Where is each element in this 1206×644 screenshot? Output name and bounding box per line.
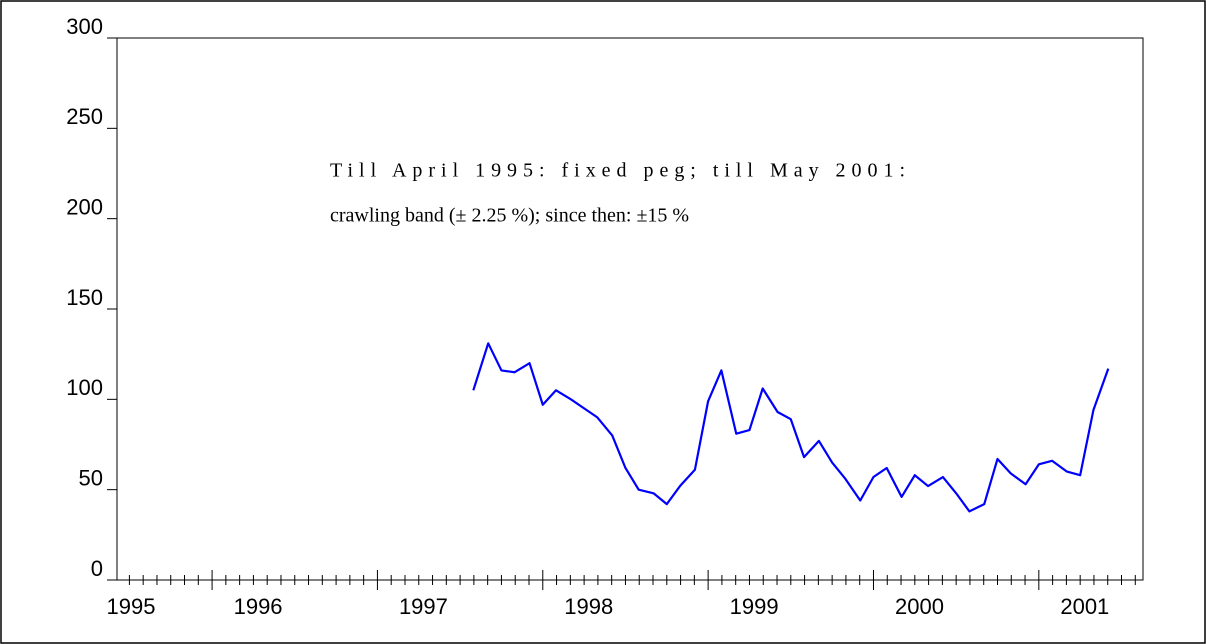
x-tick-label: 2000 <box>895 594 944 619</box>
y-tick-label: 200 <box>66 194 103 219</box>
annotation: Till April 1995: fixed peg; till May 200… <box>330 160 905 182</box>
y-tick-label: 150 <box>66 285 103 310</box>
x-tick-label: 1999 <box>730 594 779 619</box>
y-tick-label: 300 <box>66 14 103 39</box>
x-tick-label: 2001 <box>1060 594 1109 619</box>
y-tick-label: 50 <box>79 465 103 490</box>
y-tick-label: 0 <box>91 556 103 581</box>
y-tick-label: 250 <box>66 104 103 129</box>
annotation: crawling band (± 2.25 %); since then: ±1… <box>330 205 689 227</box>
x-tick-label: 1996 <box>234 594 283 619</box>
y-tick-label: 100 <box>66 375 103 400</box>
data-line <box>472 342 1110 513</box>
x-tick-label: 1997 <box>399 594 448 619</box>
x-tick-label: 1995 <box>107 594 156 619</box>
plot-area <box>116 37 1144 581</box>
x-tick-label: 1998 <box>564 594 613 619</box>
